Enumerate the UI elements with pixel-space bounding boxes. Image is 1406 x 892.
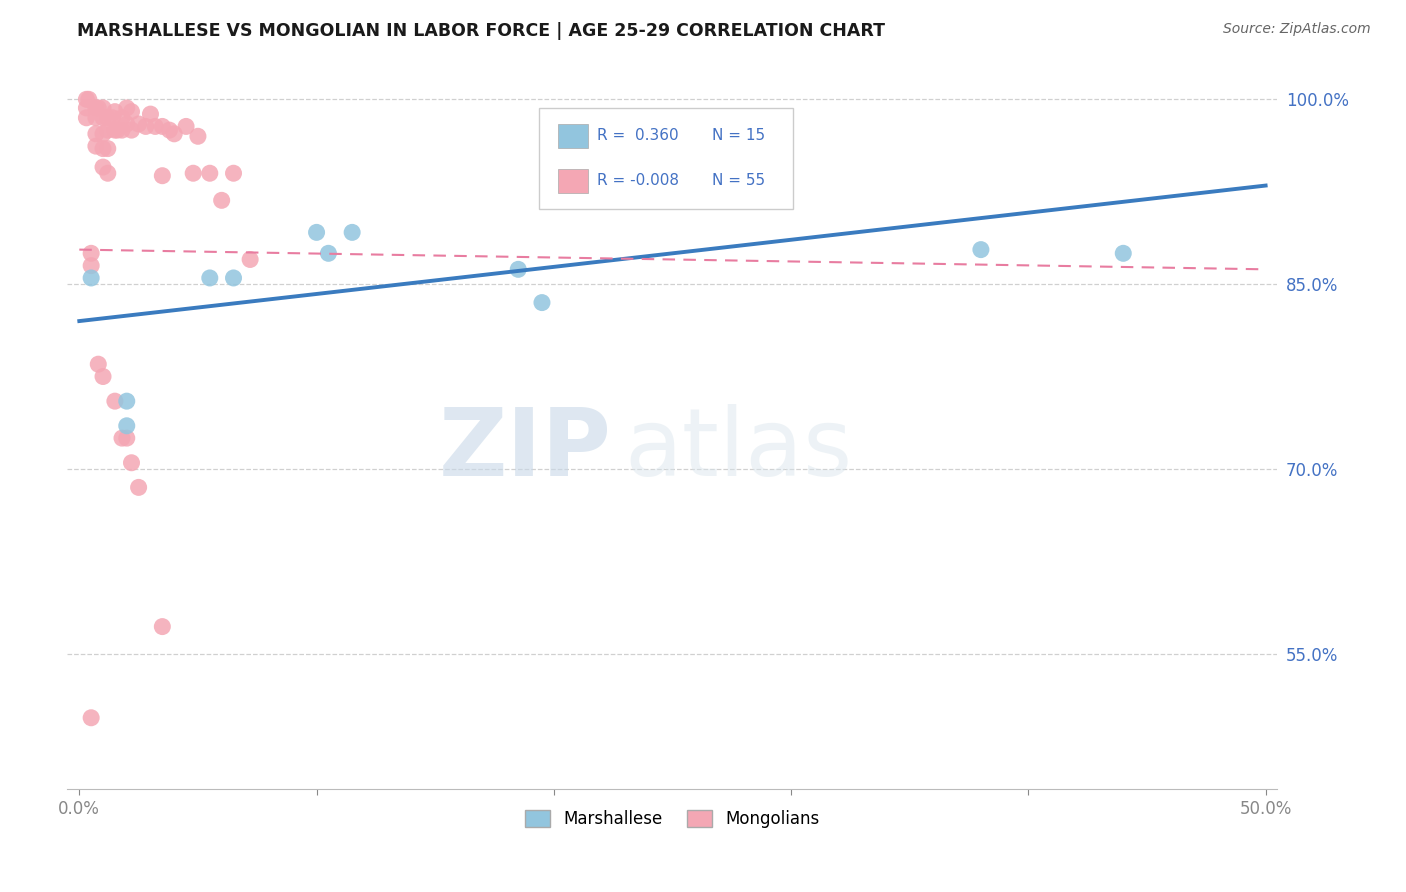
Point	[135, 120, 157, 134]
Point	[121, 456, 143, 470]
Point	[111, 431, 134, 445]
Text: R =  0.360: R = 0.360	[598, 128, 679, 143]
Point	[77, 92, 100, 106]
Point	[97, 142, 120, 156]
Point	[115, 117, 138, 131]
Point	[115, 101, 138, 115]
Point	[128, 480, 150, 494]
Point	[91, 160, 114, 174]
Text: Source: ZipAtlas.com: Source: ZipAtlas.com	[1223, 22, 1371, 37]
Point	[84, 139, 107, 153]
Point	[115, 431, 138, 445]
Point	[121, 104, 143, 119]
Point	[80, 711, 103, 725]
Point	[239, 252, 262, 267]
Text: MARSHALLESE VS MONGOLIAN IN LABOR FORCE | AGE 25-29 CORRELATION CHART: MARSHALLESE VS MONGOLIAN IN LABOR FORCE …	[77, 22, 886, 40]
Legend: Marshallese, Mongolians: Marshallese, Mongolians	[519, 804, 827, 835]
Point	[143, 120, 166, 134]
Point	[211, 194, 233, 208]
Point	[174, 120, 197, 134]
Point	[115, 394, 138, 409]
Point	[91, 369, 114, 384]
Text: R = -0.008: R = -0.008	[598, 173, 679, 187]
Point	[508, 262, 530, 277]
Point	[970, 243, 993, 257]
Point	[530, 295, 553, 310]
Point	[87, 357, 110, 371]
Point	[80, 246, 103, 260]
Text: atlas: atlas	[624, 404, 852, 497]
Point	[159, 123, 181, 137]
Point	[222, 271, 245, 285]
Point	[181, 166, 204, 180]
Point	[97, 166, 120, 180]
Point	[84, 127, 107, 141]
Point	[150, 619, 173, 633]
Point	[115, 418, 138, 433]
Point	[318, 246, 340, 260]
Point	[222, 166, 245, 180]
Point	[163, 127, 186, 141]
Point	[75, 111, 97, 125]
Point	[75, 92, 97, 106]
Point	[187, 129, 209, 144]
Point	[80, 271, 103, 285]
Text: ZIP: ZIP	[439, 404, 612, 497]
Point	[198, 271, 221, 285]
Point	[80, 259, 103, 273]
Point	[84, 101, 107, 115]
FancyBboxPatch shape	[558, 124, 588, 148]
Text: N = 15: N = 15	[713, 128, 765, 143]
Point	[105, 123, 128, 137]
Point	[111, 123, 134, 137]
Point	[111, 111, 134, 125]
Point	[198, 166, 221, 180]
FancyBboxPatch shape	[558, 169, 588, 194]
Point	[84, 111, 107, 125]
Point	[97, 123, 120, 137]
Point	[150, 120, 173, 134]
Point	[101, 111, 124, 125]
Point	[121, 123, 143, 137]
Point	[91, 101, 114, 115]
Point	[87, 101, 110, 115]
FancyBboxPatch shape	[540, 108, 793, 209]
Point	[340, 226, 363, 240]
Point	[75, 101, 97, 115]
Point	[1112, 246, 1135, 260]
Point	[91, 142, 114, 156]
Point	[305, 226, 328, 240]
Point	[128, 117, 150, 131]
Point	[97, 111, 120, 125]
Point	[91, 127, 114, 141]
Point	[150, 169, 173, 183]
Point	[139, 107, 162, 121]
Point	[91, 111, 114, 125]
Text: N = 55: N = 55	[713, 173, 765, 187]
Point	[104, 123, 127, 137]
Point	[104, 104, 127, 119]
Point	[104, 394, 127, 409]
